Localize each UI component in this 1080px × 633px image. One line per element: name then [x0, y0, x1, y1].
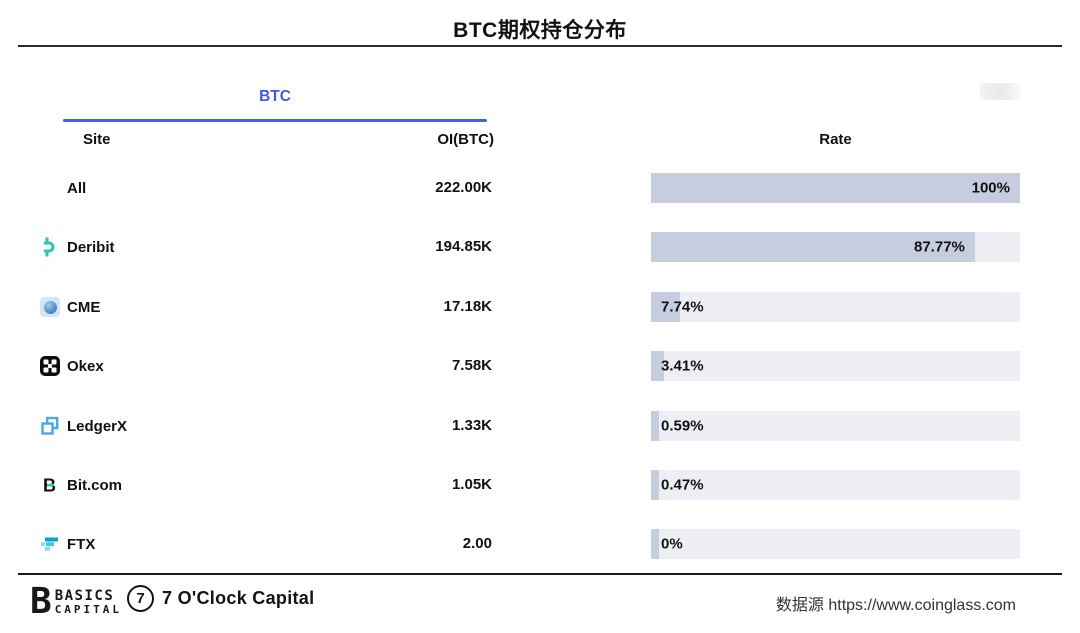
- oi-value: 222.00K: [435, 179, 492, 196]
- rate-label: 7.74%: [661, 298, 704, 316]
- data-source: 数据源 https://www.coinglass.com: [775, 597, 1016, 614]
- table-row-okex: Okex 7.58K 3.41%: [0, 351, 1080, 381]
- faded-badge: [980, 83, 1020, 100]
- site-label: All: [67, 179, 87, 197]
- site-label: Bit.com: [67, 476, 123, 494]
- rate-bar-fill: [651, 173, 1020, 203]
- rate-bar-fill: [651, 411, 660, 441]
- ledgerx-icon: [40, 416, 60, 436]
- basics-logo-line2: CAPITAL: [54, 603, 123, 616]
- rate-bar: 7.74%: [651, 292, 1020, 322]
- page-title: BTC期权持仓分布: [453, 19, 627, 42]
- table-row-deribit: Deribit 194.85K 87.77%: [0, 232, 1080, 262]
- footer-divider: [18, 573, 1062, 575]
- table-row-bitcom: B Bit.com 1.05K 0.47%: [0, 470, 1080, 500]
- rate-bar-fill: [651, 232, 975, 262]
- cme-icon: [40, 297, 60, 317]
- column-header-site: Site: [83, 131, 111, 148]
- site-label: FTX: [67, 535, 96, 553]
- site-label: LedgerX: [67, 417, 128, 435]
- rate-bar: 0.59%: [651, 411, 1020, 441]
- site-label: CME: [67, 298, 101, 316]
- rate-label: 0.47%: [661, 476, 704, 494]
- rate-label: 3.41%: [661, 357, 704, 375]
- basics-capital-logo: B BASICS CAPITAL: [30, 581, 123, 622]
- site-label: Okex: [67, 357, 104, 375]
- seven-oclock-label: 7 O'Clock Capital: [162, 588, 315, 608]
- oi-value: 194.85K: [435, 238, 492, 255]
- rate-label: 0%: [661, 535, 683, 553]
- rate-bar-fill: [651, 470, 660, 500]
- seven-oclock-capital-logo: 7 7 O'Clock Capital: [127, 585, 314, 612]
- rate-bar: 0%: [651, 529, 1020, 559]
- rate-label: 87.77%: [914, 238, 965, 256]
- basics-b-icon: B: [30, 581, 52, 622]
- oi-value: 1.33K: [451, 417, 492, 434]
- ftx-icon: [40, 534, 60, 554]
- rate-bar-fill: [651, 529, 660, 559]
- oi-value: 7.58K: [451, 357, 492, 374]
- tab-btc[interactable]: BTC: [259, 88, 291, 105]
- footer: B BASICS CAPITAL 7 7 O'Clock Capital 数据源…: [0, 575, 1080, 633]
- site-label: Deribit: [67, 238, 115, 256]
- rate-label: 0.59%: [661, 417, 704, 435]
- deribit-icon: [40, 237, 60, 257]
- table-row-all: All 222.00K 100%: [0, 173, 1080, 203]
- oi-value: 1.05K: [451, 476, 492, 493]
- rate-bar: 0.47%: [651, 470, 1020, 500]
- rate-bar: 3.41%: [651, 351, 1020, 381]
- table-row-ftx: FTX 2.00 0%: [0, 529, 1080, 559]
- bitcom-icon: B: [40, 475, 60, 496]
- title-divider: [18, 45, 1062, 47]
- tab-underline: [63, 119, 487, 122]
- rate-bar: 100%: [651, 173, 1020, 203]
- rate-bar-fill: [651, 292, 680, 322]
- rate-bar: 87.77%: [651, 232, 1020, 262]
- seven-circle-icon: 7: [127, 585, 154, 612]
- column-header-rate: Rate: [819, 131, 852, 148]
- rate-label: 100%: [971, 179, 1010, 197]
- okex-icon: [40, 356, 60, 376]
- oi-value: 2.00: [462, 535, 492, 552]
- column-header-oi: OI(BTC): [437, 131, 494, 148]
- table-row-cme: CME 17.18K 7.74%: [0, 292, 1080, 322]
- rate-bar-fill: [651, 351, 664, 381]
- table-body: All 222.00K 100% De: [0, 173, 1080, 573]
- table-row-ledgerx: LedgerX 1.33K 0.59%: [0, 411, 1080, 441]
- oi-value: 17.18K: [443, 298, 492, 315]
- basics-logo-line1: BASICS: [54, 588, 115, 604]
